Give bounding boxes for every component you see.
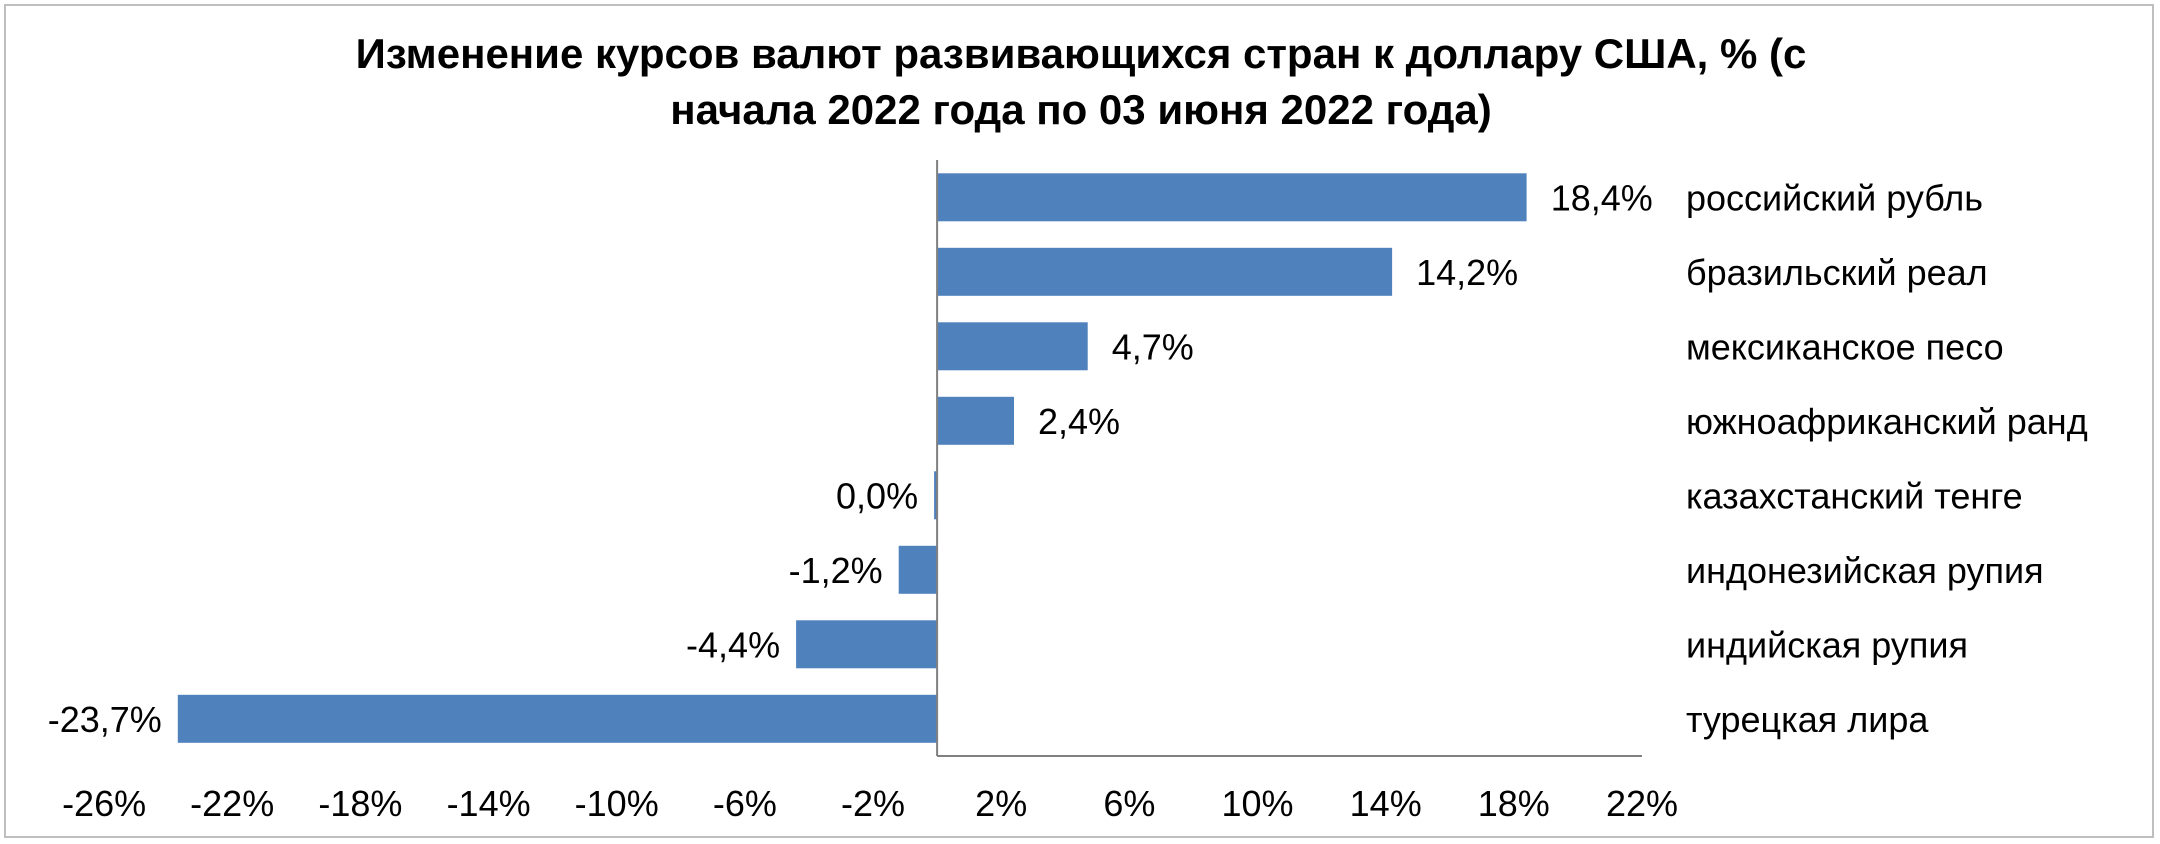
category-label-5: индонезийская рупия: [1686, 550, 2044, 591]
value-label-0: 18,4%: [1551, 177, 1653, 218]
value-label-3: 2,4%: [1038, 401, 1120, 442]
x-tick-label-5: -6%: [713, 783, 777, 824]
category-labels: российский рубль бразильский реал мексикан…: [1686, 177, 2088, 740]
bar-6: [796, 620, 938, 669]
chart-title: Изменение курсов валют развивающихся стр…: [356, 30, 1807, 133]
category-label-4: казахстанский тенге: [1686, 475, 2023, 516]
category-label-0: российский рубль: [1686, 177, 1983, 218]
category-label-7: турецкая лира: [1686, 699, 1929, 740]
x-tick-label-6: -2%: [841, 783, 905, 824]
chart-frame: Изменение курсов валют развивающихся стр…: [4, 4, 2154, 838]
axes: [936, 160, 1642, 757]
x-tick-label-11: 18%: [1478, 783, 1550, 824]
bar-7: [177, 694, 938, 743]
x-tick-label-7: 2%: [975, 783, 1027, 824]
bar-2: [937, 322, 1088, 371]
value-label-1: 14,2%: [1416, 252, 1518, 293]
chart-title-line-2: начала 2022 года по 03 июня 2022 года): [670, 86, 1491, 133]
x-tick-label-9: 10%: [1221, 783, 1293, 824]
category-label-3: южноафриканский ранд: [1686, 401, 2088, 442]
value-label-7: -23,7%: [48, 699, 162, 740]
value-label-2: 4,7%: [1112, 326, 1194, 367]
x-tick-labels: -26% -22% -18% -14% -10% -6% -2% 2% 6% 10% 14% 18% 2…: [62, 783, 1678, 824]
x-tick-label-3: -14%: [447, 783, 531, 824]
value-label-4: 0,0%: [836, 475, 918, 516]
x-tick-label-2: -18%: [318, 783, 402, 824]
chart: Изменение курсов валют развивающихся стр…: [48, 30, 2088, 824]
x-tick-label-4: -10%: [575, 783, 659, 824]
bar-0: [937, 173, 1527, 222]
bars: [177, 173, 1527, 743]
category-label-2: мексиканское песо: [1686, 326, 2004, 367]
chart-title-line-1: Изменение курсов валют развивающихся стр…: [356, 30, 1807, 77]
x-tick-label-0: -26%: [62, 783, 146, 824]
bar-3: [937, 396, 1014, 445]
bar-1: [937, 247, 1393, 296]
x-tick-label-8: 6%: [1103, 783, 1155, 824]
value-label-6: -4,4%: [686, 624, 780, 665]
x-tick-label-12: 22%: [1606, 783, 1678, 824]
category-label-1: бразильский реал: [1686, 252, 1988, 293]
x-tick-label-10: 14%: [1350, 783, 1422, 824]
value-label-5: -1,2%: [789, 550, 883, 591]
value-labels: 18,4% 14,2% 4,7% 2,4% 0,0% -1,2%-4,4% -23,7%: [48, 177, 1653, 740]
bar-5: [898, 545, 938, 594]
category-label-6: индийская рупия: [1686, 624, 1968, 665]
bar-4: [934, 471, 938, 520]
x-tick-label-1: -22%: [190, 783, 274, 824]
